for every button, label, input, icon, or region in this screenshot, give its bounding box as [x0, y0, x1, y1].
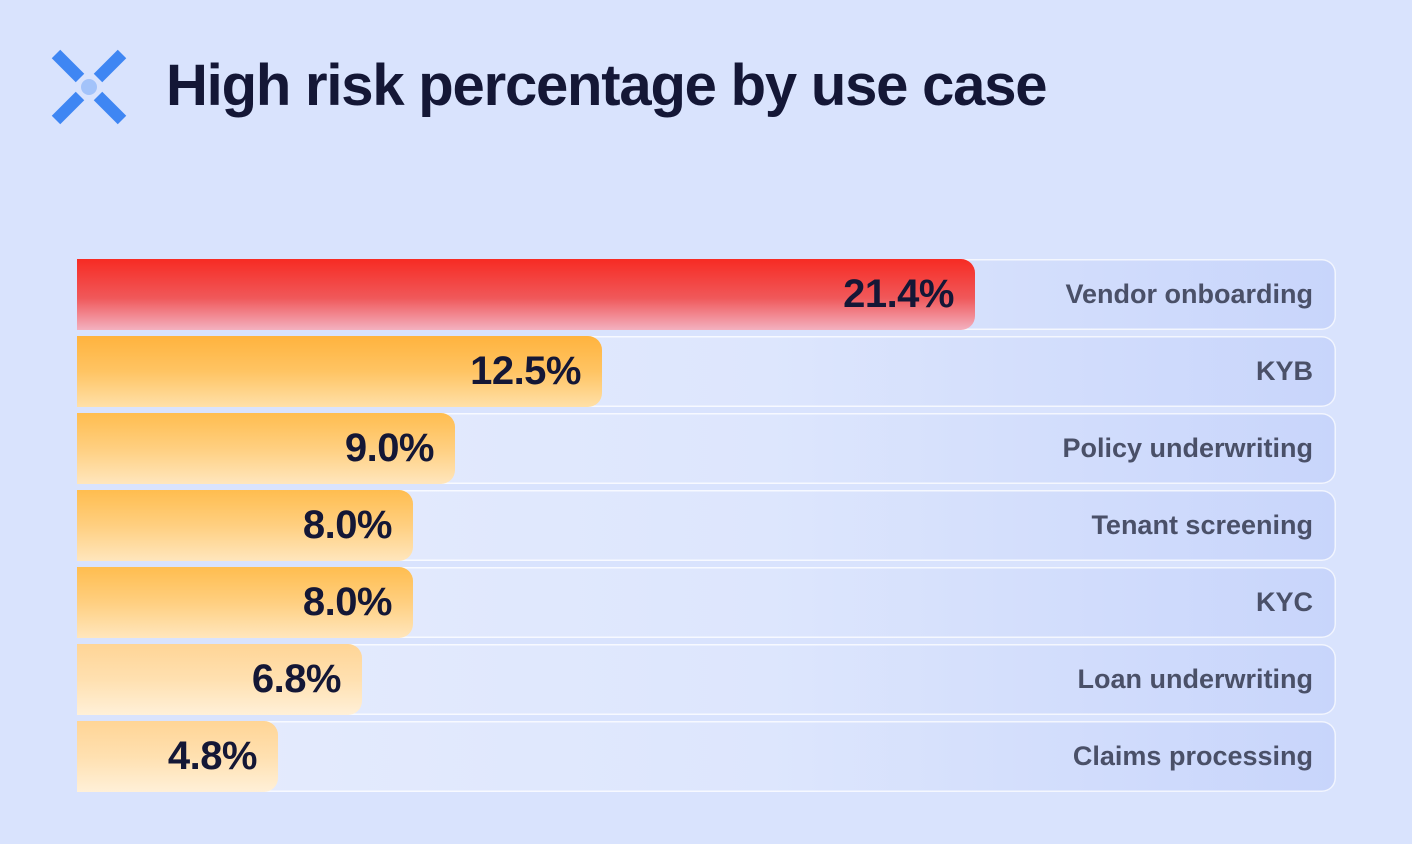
category-label: KYB	[1255, 356, 1313, 386]
bar	[77, 721, 278, 792]
bar-value-label: 8.0%	[302, 503, 393, 547]
bar	[77, 413, 455, 484]
bar-row: 8.0% Tenant screening	[77, 490, 1336, 561]
bar	[77, 259, 975, 330]
bar	[77, 567, 413, 638]
bar-value-label: 9.0%	[344, 426, 435, 470]
category-label: KYC	[1255, 587, 1313, 617]
bar	[77, 490, 413, 561]
category-label: Vendor onboarding	[1065, 279, 1314, 309]
bar-chart: 21.4% Vendor onboarding 12.5% KYB 9.0% Policy…	[77, 259, 1336, 798]
bar	[77, 644, 362, 715]
bar-value-label: 8.0%	[302, 580, 393, 624]
category-label: Claims processing	[1072, 741, 1313, 771]
bar-row: 9.0% Policy underwriting	[77, 413, 1336, 484]
bar-row: 8.0% KYC	[77, 567, 1336, 638]
bar-row: 4.8% Claims processing	[77, 721, 1336, 792]
bar-track	[77, 721, 1336, 792]
chart-title: High risk percentage by use case	[166, 53, 1048, 118]
category-label: Policy underwriting	[1062, 433, 1313, 463]
bar-row: 21.4% Vendor onboarding	[77, 259, 1336, 330]
bar-value-label: 21.4%	[843, 272, 954, 316]
bar-value-label: 4.8%	[167, 734, 258, 778]
bar-value-label: 12.5%	[470, 349, 581, 393]
bar-value-label: 6.8%	[251, 657, 342, 701]
x-logo-icon	[51, 49, 127, 125]
bar	[77, 336, 602, 407]
bar-row: 6.8% Loan underwriting	[77, 644, 1336, 715]
category-label: Tenant screening	[1091, 510, 1313, 540]
category-label: Loan underwriting	[1077, 664, 1314, 694]
bar-row: 12.5% KYB	[77, 336, 1336, 407]
